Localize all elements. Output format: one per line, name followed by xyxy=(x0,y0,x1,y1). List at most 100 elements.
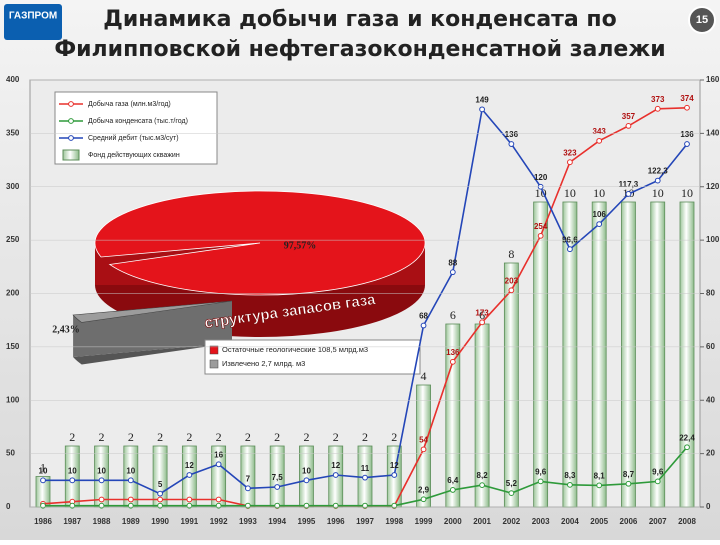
data-label: 2,9 xyxy=(418,485,430,494)
data-label: 10 xyxy=(39,466,48,475)
pie-legend-swatch xyxy=(209,345,219,355)
point xyxy=(274,502,281,509)
bar-label: 2 xyxy=(362,430,368,444)
data-label: 9,6 xyxy=(535,467,547,476)
point xyxy=(391,472,398,478)
bar-label: 2 xyxy=(303,430,309,444)
point xyxy=(40,477,46,484)
point xyxy=(479,482,485,489)
x-tick-label: 1998 xyxy=(385,517,403,526)
point xyxy=(654,177,661,184)
x-tick-label: 1990 xyxy=(151,517,169,526)
y-tick-label: 100 xyxy=(6,395,20,404)
y2-tick-label: 120 xyxy=(706,182,720,191)
point xyxy=(654,478,661,485)
point xyxy=(157,502,163,509)
bar-label: 10 xyxy=(652,186,664,200)
y2-tick-label: 0 xyxy=(706,502,711,511)
pie-slice xyxy=(72,300,233,323)
data-label: 16 xyxy=(214,450,223,459)
point xyxy=(567,481,573,488)
legend-marker xyxy=(68,118,74,124)
data-label: 173 xyxy=(475,308,489,317)
point xyxy=(625,480,632,487)
legend-label: Добыча конденсата (тыс.т/год) xyxy=(88,117,188,125)
data-label: 9,6 xyxy=(652,467,664,476)
data-label: 373 xyxy=(651,95,665,104)
point xyxy=(596,221,603,228)
data-label: 122,3 xyxy=(648,167,669,176)
point xyxy=(596,137,603,144)
y2-tick-label: 80 xyxy=(706,289,715,298)
data-label: 7 xyxy=(246,474,251,483)
point xyxy=(596,482,603,489)
point xyxy=(215,496,222,503)
data-label: 10 xyxy=(68,466,77,475)
point xyxy=(567,246,573,253)
x-tick-label: 1991 xyxy=(180,517,198,526)
point xyxy=(684,104,690,111)
data-label: 136 xyxy=(446,348,460,357)
legend: Добыча газа (млн.м3/год) Добыча конденсат… xyxy=(54,91,218,165)
point xyxy=(449,487,456,493)
point xyxy=(625,191,632,197)
point xyxy=(508,141,515,147)
pie-label: 97,57% xyxy=(284,240,317,251)
x-tick-label: 2006 xyxy=(620,517,638,526)
point xyxy=(332,502,339,509)
data-label: 8,7 xyxy=(623,470,635,479)
pie-layer: 97,57%2,43% структура запасов газаОстаточ… xyxy=(52,190,426,375)
point xyxy=(127,496,134,503)
x-tick-label: 1988 xyxy=(93,517,111,526)
bar-label: 10 xyxy=(564,186,576,200)
bar-label: 2 xyxy=(69,430,75,444)
bar xyxy=(299,445,314,508)
bar-label: 6 xyxy=(450,308,456,322)
data-label: 120 xyxy=(534,173,548,182)
data-label: 12 xyxy=(185,461,194,470)
legend-marker xyxy=(68,135,74,141)
point xyxy=(303,502,310,509)
point xyxy=(654,105,661,112)
x-tick-label: 2004 xyxy=(561,517,579,526)
point xyxy=(479,319,485,326)
data-label: 68 xyxy=(419,312,428,321)
point xyxy=(186,502,193,509)
point xyxy=(391,502,398,509)
data-label: 5,2 xyxy=(506,479,518,488)
data-label: 8,1 xyxy=(594,471,606,480)
bar-label: 2 xyxy=(99,430,105,444)
data-label: 343 xyxy=(593,127,607,136)
point xyxy=(625,123,632,129)
data-label: 323 xyxy=(563,148,577,157)
point xyxy=(69,477,76,484)
data-label: 149 xyxy=(475,95,489,104)
data-label: 117,3 xyxy=(619,180,639,189)
point xyxy=(479,106,485,113)
y-tick-label: 0 xyxy=(6,502,11,511)
point xyxy=(127,502,134,509)
bar xyxy=(621,201,636,508)
y-tick-label: 350 xyxy=(6,128,20,137)
data-label: 88 xyxy=(448,258,457,267)
bar-label: 2 xyxy=(186,430,192,444)
point xyxy=(98,477,105,484)
x-tick-label: 1987 xyxy=(63,517,81,526)
data-label: 10 xyxy=(302,466,311,475)
data-label: 5 xyxy=(158,480,163,489)
point xyxy=(420,322,427,329)
point xyxy=(215,502,222,509)
bar-label: 6 xyxy=(479,308,485,322)
pie-slice xyxy=(94,190,426,296)
data-label: 54 xyxy=(419,435,428,444)
bar-label: 2 xyxy=(391,430,397,444)
point xyxy=(98,502,105,509)
point xyxy=(303,477,310,484)
y2-tick-label: 100 xyxy=(706,235,720,244)
x-tick-label: 2003 xyxy=(532,517,550,526)
title-line: Филипповской нефтегазоконденсатной залеж… xyxy=(54,37,665,62)
bar-label: 1 xyxy=(40,460,46,474)
bar-label: 10 xyxy=(593,186,605,200)
